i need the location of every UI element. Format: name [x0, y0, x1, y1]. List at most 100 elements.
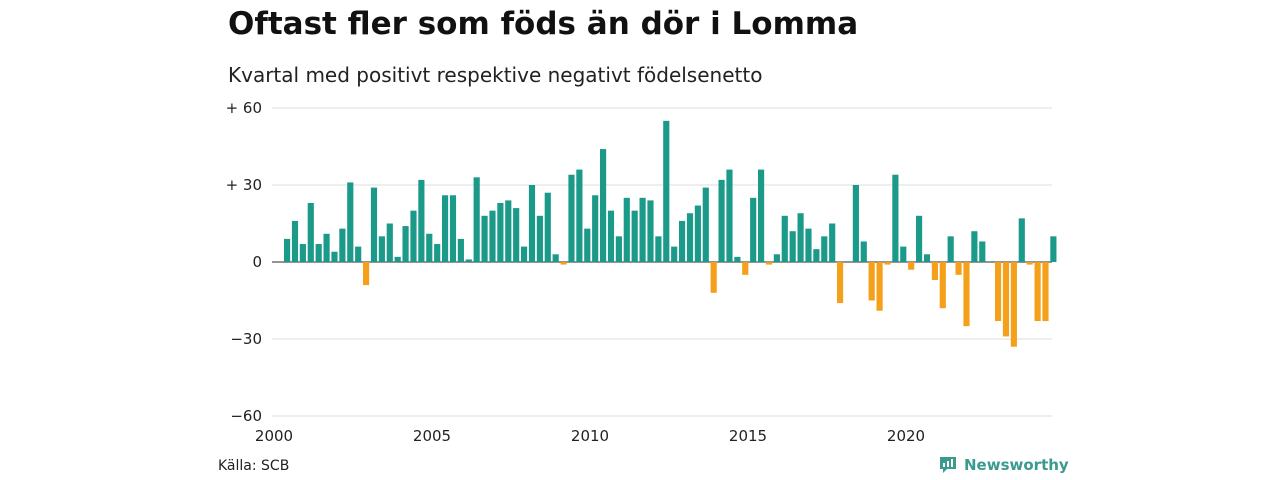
x-tick-label: 2020 — [887, 427, 925, 445]
data-bar — [734, 256, 741, 262]
data-bar — [528, 185, 536, 262]
data-bar — [655, 236, 662, 262]
data-bar — [370, 187, 378, 262]
data-bar — [568, 174, 575, 262]
data-bar — [639, 197, 646, 262]
data-bar — [908, 262, 915, 270]
data-bar — [686, 213, 694, 262]
data-bar — [410, 210, 417, 262]
data-bar — [355, 246, 362, 262]
data-bar — [805, 228, 812, 262]
data-bar — [789, 231, 796, 262]
data-bar — [339, 228, 346, 262]
data-bar — [315, 244, 322, 262]
data-bar — [876, 262, 883, 311]
data-bar — [631, 210, 638, 262]
data-bar — [576, 169, 583, 262]
data-bar — [363, 262, 370, 286]
data-bar — [1042, 262, 1049, 322]
data-bar — [694, 205, 701, 262]
bar-chart: −60 −30 0 + 30 + 60 2000 2005 2010 2015 2020 — [226, 99, 1057, 445]
data-bar — [726, 169, 733, 262]
y-tick-label: + 60 — [226, 99, 262, 117]
data-bar — [663, 120, 670, 262]
y-tick-label: −30 — [230, 330, 262, 348]
data-bar — [979, 241, 986, 262]
y-tick-label: −60 — [230, 407, 262, 425]
data-bar — [797, 213, 804, 262]
data-bar — [307, 202, 314, 262]
data-bar — [892, 174, 899, 262]
data-bar — [347, 182, 354, 262]
data-bar — [710, 262, 717, 293]
data-bar — [513, 208, 520, 262]
data-bar — [1050, 236, 1057, 262]
data-bar — [742, 262, 749, 275]
data-bar — [426, 233, 433, 262]
data-bar — [837, 262, 844, 304]
data-bar — [758, 169, 765, 262]
newsworthy-logo-icon — [940, 457, 956, 473]
data-bar — [402, 226, 409, 262]
data-bar — [939, 262, 946, 309]
data-bar — [457, 238, 464, 262]
data-bar — [923, 254, 931, 262]
source-label: Källa: SCB — [218, 458, 290, 474]
data-bar — [1002, 262, 1010, 337]
data-bar — [1010, 262, 1017, 347]
data-bar — [536, 215, 543, 262]
data-bar — [900, 246, 907, 262]
data-bar — [418, 179, 425, 262]
data-bar — [473, 177, 480, 262]
data-bar — [299, 244, 306, 262]
data-bar — [615, 236, 622, 262]
data-bar — [852, 185, 859, 262]
data-bar — [394, 256, 401, 262]
data-bar — [829, 223, 836, 262]
data-bar — [868, 262, 875, 301]
data-bar — [971, 231, 978, 262]
data-bar — [750, 197, 757, 262]
data-bar — [592, 195, 599, 262]
data-bar — [544, 192, 551, 262]
data-bar — [995, 262, 1002, 322]
chart-subtitle: Kvartal med positivt respektive negativt… — [228, 63, 763, 87]
y-tick-label: + 30 — [226, 176, 262, 194]
data-bar — [765, 262, 773, 265]
brand-logo[interactable]: Newsworthy — [938, 455, 1069, 475]
x-tick-label: 2010 — [571, 427, 609, 445]
data-bar — [505, 200, 512, 262]
data-bar — [607, 210, 615, 262]
data-bar — [916, 215, 923, 262]
data-bar — [434, 244, 441, 262]
brand-name: Newsworthy — [964, 456, 1069, 474]
data-bar — [671, 246, 678, 262]
data-bar — [323, 233, 330, 262]
data-bar — [560, 262, 567, 265]
data-bar — [860, 241, 867, 262]
data-bar — [955, 262, 962, 275]
data-bar — [718, 179, 725, 262]
data-bar — [378, 236, 385, 262]
data-bar — [465, 259, 472, 262]
data-bar — [813, 249, 820, 262]
data-bar — [1018, 218, 1025, 262]
data-bar — [963, 262, 970, 327]
data-bar — [1026, 262, 1033, 265]
chart-title: Oftast fler som föds än dör i Lomma — [228, 6, 859, 42]
data-bar — [442, 195, 449, 262]
data-bar — [821, 236, 828, 262]
data-bar — [1034, 262, 1041, 322]
data-bar — [931, 262, 938, 280]
data-bar — [947, 236, 954, 262]
data-bar — [773, 254, 780, 262]
data-bar — [489, 210, 496, 262]
data-bar — [702, 187, 709, 262]
data-bar — [781, 215, 788, 262]
data-bar — [331, 251, 338, 262]
data-bar — [449, 195, 457, 262]
data-bar — [552, 254, 559, 262]
data-bar — [600, 149, 607, 262]
data-bar — [481, 215, 488, 262]
data-bar — [584, 228, 591, 262]
